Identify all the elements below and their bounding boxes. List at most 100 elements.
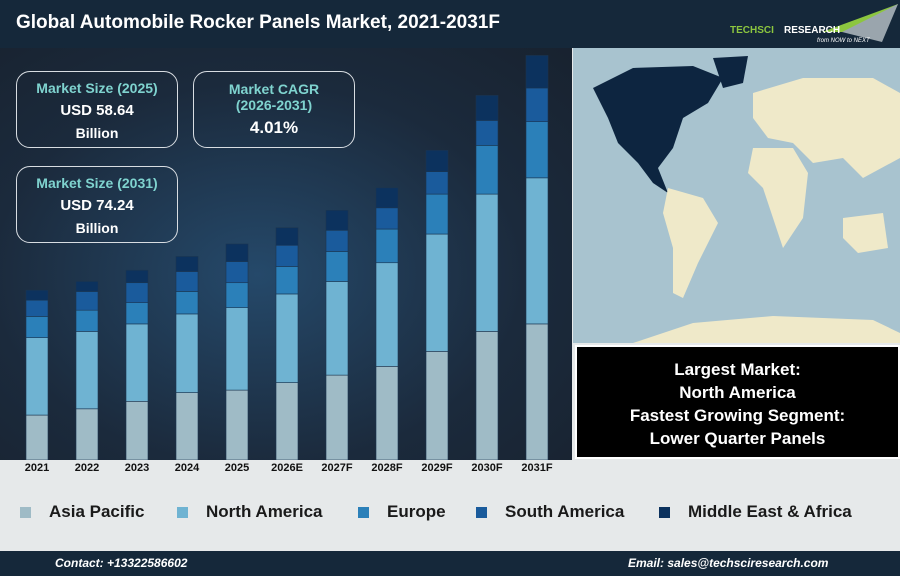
bar-segment-asia-pacific-2025 xyxy=(225,389,249,461)
bar-segment-north-america-2026E xyxy=(275,293,299,383)
legend-item: Asia Pacific xyxy=(20,502,144,522)
legend-label: Asia Pacific xyxy=(49,502,145,521)
bar-segment-south-america-2029F xyxy=(425,171,449,195)
bar-segment-south-america-2027F xyxy=(325,229,349,252)
bar-segment-south-america-2022 xyxy=(75,291,99,311)
fastest-segment-label: Fastest Growing Segment: xyxy=(629,406,846,425)
bar-segment-middle-east-africa-2023 xyxy=(125,269,149,284)
x-tick-label: 2024 xyxy=(174,462,200,474)
bar-segment-south-america-2024 xyxy=(175,271,199,292)
bar-segment-middle-east-africa-2024 xyxy=(175,256,199,272)
x-axis: 2021 2022 2023 2024 2025 2026E 2027F 2028F 2029F… xyxy=(0,460,572,476)
kpi-cagr: Market CAGR (2026-2031) 4.01% xyxy=(193,71,355,148)
bar-segment-middle-east-africa-2030F xyxy=(475,95,499,121)
africa xyxy=(748,148,808,248)
bar-segment-middle-east-africa-2026E xyxy=(275,227,299,246)
techsci-logo: TECHSCI RESEARCH from NOW to NEXT xyxy=(730,4,898,44)
south-america xyxy=(663,188,718,298)
svg-text:from NOW to NEXT: from NOW to NEXT xyxy=(817,38,871,44)
highlights-box: Largest Market: North America Fastest Gr… xyxy=(575,345,900,459)
legend-item: South America xyxy=(476,502,624,522)
north-america-highlighted xyxy=(593,66,723,193)
contact-phone: Contact: +13322586602 xyxy=(55,556,188,570)
header: Global Automobile Rocker Panels Market, … xyxy=(0,0,900,48)
bar-segment-europe-2026E xyxy=(275,266,299,295)
x-tick-label: 2022 xyxy=(74,462,100,474)
legend-item: Europe xyxy=(358,502,446,522)
bar-segment-north-america-2025 xyxy=(225,307,249,391)
bar-segment-europe-2021 xyxy=(25,316,49,338)
bar-segment-middle-east-africa-2022 xyxy=(75,281,99,292)
x-tick-label: 2025 xyxy=(224,462,250,474)
x-tick-label: 2021 xyxy=(24,462,50,474)
legend-swatch xyxy=(20,506,31,518)
eurasia xyxy=(753,78,900,178)
footer: Contact: +13322586602 Email: sales@techs… xyxy=(0,551,900,576)
kpi-value: USD 74.24 xyxy=(60,197,134,214)
bar-segment-south-america-2023 xyxy=(125,282,149,303)
legend: Asia Pacific North America Europe South Ame… xyxy=(0,498,900,526)
bar-segment-south-america-2028F xyxy=(375,207,399,230)
bar-segment-asia-pacific-2022 xyxy=(75,408,99,461)
bar-segment-asia-pacific-2023 xyxy=(125,401,149,461)
kpi-unit: Billion xyxy=(75,125,119,141)
legend-label: Europe xyxy=(387,502,446,521)
legend-swatch xyxy=(476,506,487,518)
largest-market-label: Largest Market: xyxy=(674,360,801,379)
bar-segment-south-america-2026E xyxy=(275,244,299,267)
x-tick-label: 2023 xyxy=(124,462,150,474)
chart-area xyxy=(0,48,572,461)
bar-segment-asia-pacific-2028F xyxy=(375,366,399,461)
bar-segment-north-america-2022 xyxy=(75,331,99,410)
antarctica xyxy=(633,316,900,343)
bar-segment-europe-2024 xyxy=(175,291,199,315)
bar-segment-europe-2027F xyxy=(325,251,349,282)
x-tick-label: 2027F xyxy=(321,462,353,474)
bar-segment-europe-2023 xyxy=(125,302,149,325)
australia xyxy=(843,213,888,253)
bar-segment-europe-2029F xyxy=(425,193,449,235)
bar-segment-asia-pacific-2026E xyxy=(275,382,299,461)
bar-segment-north-america-2029F xyxy=(425,233,449,352)
bar-segment-middle-east-africa-2021 xyxy=(25,289,49,301)
legend-swatch xyxy=(659,506,670,518)
stacked-bar-chart xyxy=(25,55,549,461)
kpi-market-size-2025: Market Size (2025) USD 58.64 Billion xyxy=(16,71,178,148)
bar-segment-middle-east-africa-2029F xyxy=(425,150,449,172)
x-tick-label: 2028F xyxy=(371,462,403,474)
kpi-value: USD 58.64 xyxy=(60,102,134,119)
kpi-label: Market CAGR xyxy=(228,81,320,97)
bar-segment-europe-2030F xyxy=(475,145,499,195)
bar-segment-middle-east-africa-2031F xyxy=(525,55,549,89)
bar-segment-asia-pacific-2031F xyxy=(525,323,549,461)
legend-swatch xyxy=(358,506,369,518)
bar-segment-north-america-2028F xyxy=(375,262,399,367)
kpi-value: 4.01% xyxy=(249,118,299,137)
svg-text:RESEARCH: RESEARCH xyxy=(784,25,840,36)
x-tick-label: 2031F xyxy=(521,462,553,474)
bar-segment-north-america-2027F xyxy=(325,281,349,376)
contact-email: Email: sales@techsciresearch.com xyxy=(628,556,829,570)
bar-segment-asia-pacific-2027F xyxy=(325,374,349,461)
bar-segment-north-america-2024 xyxy=(175,313,199,393)
bar-segment-south-america-2025 xyxy=(225,261,249,284)
kpi-label: Market Size (2025) xyxy=(36,80,158,96)
x-tick-label: 2030F xyxy=(471,462,503,474)
bar-segment-europe-2028F xyxy=(375,228,399,264)
bar-segment-south-america-2021 xyxy=(25,299,49,317)
bar-segment-north-america-2030F xyxy=(475,193,499,332)
bar-segment-europe-2025 xyxy=(225,282,249,308)
bar-segment-asia-pacific-2030F xyxy=(475,331,499,461)
world-map xyxy=(573,48,900,343)
legend-item: Middle East & Africa xyxy=(659,502,852,522)
fastest-segment-value: Lower Quarter Panels xyxy=(649,429,826,448)
legend-label: North America xyxy=(206,502,323,521)
legend-label: South America xyxy=(505,502,625,521)
bar-segment-middle-east-africa-2028F xyxy=(375,187,399,209)
bar-segment-europe-2022 xyxy=(75,309,99,332)
legend-item: North America xyxy=(177,502,323,522)
bar-segment-asia-pacific-2029F xyxy=(425,351,449,461)
bar-segment-south-america-2031F xyxy=(525,87,549,122)
bar-segment-asia-pacific-2021 xyxy=(25,414,49,461)
kpi-unit: Billion xyxy=(75,220,119,236)
